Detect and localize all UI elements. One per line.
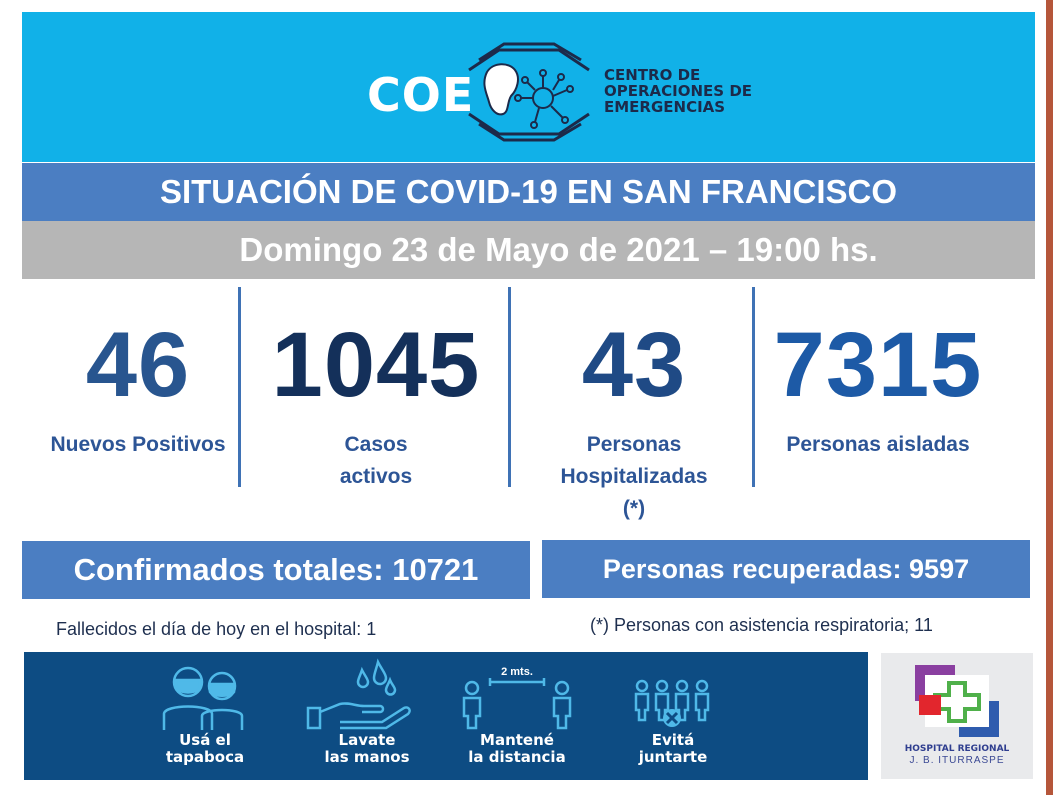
stat-divider — [508, 287, 511, 487]
prevention-label-line: Mantené — [480, 731, 554, 749]
prevention-label: Lavate las manos — [292, 732, 442, 766]
stat-label-line: activos — [339, 465, 413, 488]
stat-new-positives: 46 Nuevos Positivos — [28, 315, 248, 461]
prevention-item-hands: Lavate las manos — [292, 652, 442, 780]
virus-network-icon — [468, 42, 590, 142]
prevention-label-line: Evitá — [651, 731, 695, 749]
stat-value: 7315 — [773, 314, 983, 416]
stat-divider — [752, 287, 755, 487]
prevention-label-line: las manos — [324, 748, 410, 766]
stat-label-line: (*) — [622, 497, 646, 520]
page-title: SITUACIÓN DE COVID-19 EN SAN FRANCISCO — [22, 163, 1035, 221]
prevention-label-line: Lavate — [338, 731, 396, 749]
no-gathering-icon — [634, 679, 710, 727]
stat-label: Personas Hospitalizadas (*) — [520, 429, 748, 525]
coe-logo: COE CENTRO DE OPERACIONES DE — [367, 40, 787, 142]
stat-value: 43 — [581, 314, 687, 416]
face-mask-icon — [162, 666, 244, 730]
recovered-total: Personas recuperadas: 9597 — [542, 540, 1030, 598]
prevention-label-line: juntarte — [638, 748, 708, 766]
stat-label-line: Personas — [586, 433, 682, 456]
social-distance-icon — [462, 678, 572, 730]
stat-active-cases: 1045 Casos activos — [250, 315, 502, 493]
org-name-line: EMERGENCIAS — [604, 98, 726, 116]
org-name: CENTRO DE OPERACIONES DE EMERGENCIAS — [604, 67, 752, 115]
stat-isolated: 7315 Personas aisladas — [762, 315, 994, 461]
stat-divider — [238, 287, 241, 487]
deceased-note: Fallecidos el día de hoy en el hospital:… — [56, 619, 377, 639]
hospital-name: HOSPITAL REGIONAL — [904, 744, 1010, 754]
stat-hospitalized: 43 Personas Hospitalizadas (*) — [520, 315, 748, 525]
stat-label: Personas aisladas — [762, 429, 994, 461]
hospital-logo-panel: HOSPITAL REGIONAL J. B. ITURRASPE — [881, 653, 1033, 779]
stat-label-line: Nuevos Positivos — [50, 433, 226, 456]
header-banner: COE CENTRO DE OPERACIONES DE — [22, 12, 1035, 162]
respiratory-note: (*) Personas con asistencia respiratoria… — [590, 615, 933, 635]
stat-label: Nuevos Positivos — [28, 429, 248, 461]
prevention-item-distance: 2 mts. Mantené la distancia — [442, 652, 592, 780]
report-date: Domingo 23 de Mayo de 2021 – 19:00 hs. — [22, 221, 1035, 279]
stat-label-line: Casos — [344, 433, 408, 456]
prevention-label: Mantené la distancia — [442, 732, 592, 766]
prevention-item-mask: Usá el tapaboca — [130, 652, 280, 780]
page-edge-stripe — [1046, 0, 1053, 795]
hand-washing-icon — [306, 658, 411, 730]
prevention-label-line: tapaboca — [165, 748, 245, 766]
stat-label-line: Personas aisladas — [786, 433, 970, 456]
org-name-line: OPERACIONES DE — [604, 82, 753, 100]
stat-label-line: Hospitalizadas — [560, 465, 708, 488]
hospital-cross-icon — [915, 665, 999, 737]
prevention-item-gathering: Evitá juntarte — [598, 652, 748, 780]
confirmed-total: Confirmados totales: 10721 — [22, 541, 530, 599]
org-name-line: CENTRO DE — [604, 66, 701, 84]
stat-value: 1045 — [271, 314, 481, 416]
prevention-strip: Usá el tapaboca Lavate las manos — [24, 652, 868, 780]
prevention-label-line: Usá el — [179, 731, 231, 749]
prevention-label: Evitá juntarte — [598, 732, 748, 766]
stat-label: Casos activos — [250, 429, 502, 493]
hospital-subtitle: J. B. ITURRASPE — [909, 755, 1005, 766]
prevention-label: Usá el tapaboca — [130, 732, 280, 766]
prevention-label-line: la distancia — [468, 748, 566, 766]
coe-wordmark: COE — [367, 68, 475, 122]
distance-label: 2 mts. — [501, 666, 533, 678]
stat-value: 46 — [85, 314, 191, 416]
